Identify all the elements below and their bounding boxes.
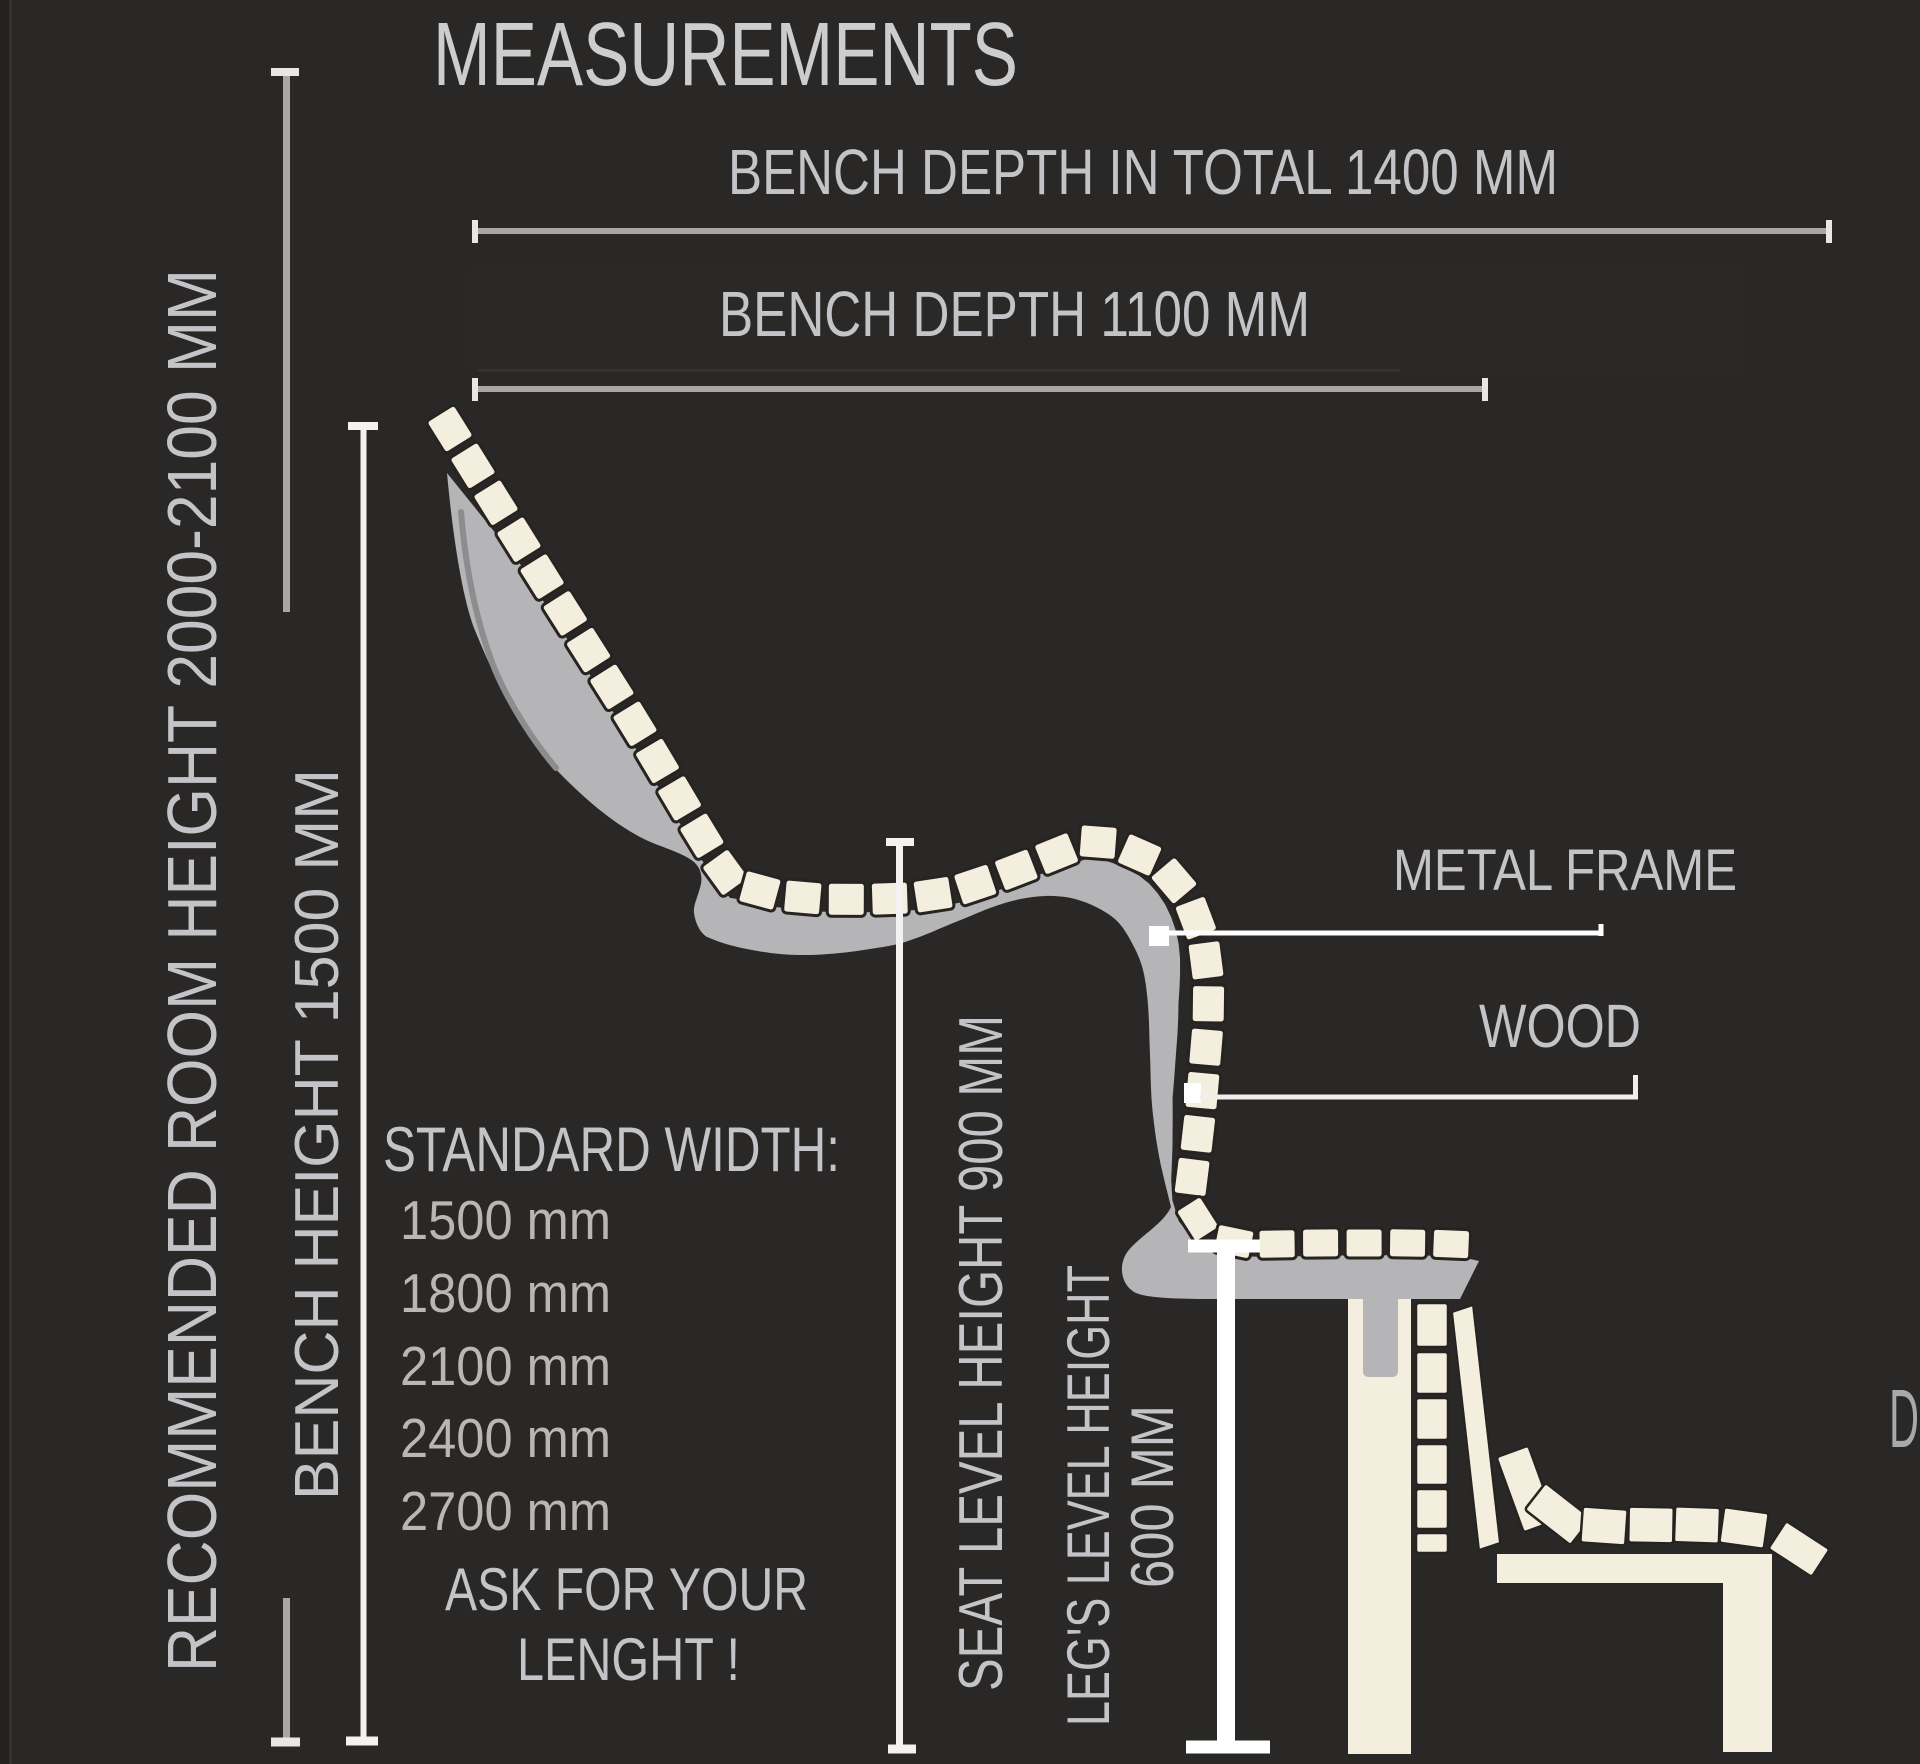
svg-text:2700 mm: 2700 mm — [400, 1480, 611, 1542]
svg-text:1800 mm: 1800 mm — [400, 1262, 611, 1324]
svg-text:LENGHT !: LENGHT ! — [517, 1626, 740, 1693]
svg-text:SEAT LEVEL HEIGHT 900 MM: SEAT LEVEL HEIGHT 900 MM — [947, 1015, 1016, 1691]
svg-text:LEG'S LEVEL HEIGHT: LEG'S LEVEL HEIGHT — [1055, 1265, 1122, 1726]
svg-text:BENCH DEPTH 1100 MM: BENCH DEPTH 1100 MM — [719, 278, 1310, 350]
svg-text:BENCH HEIGHT 1500 MM: BENCH HEIGHT 1500 MM — [283, 769, 352, 1500]
svg-text:METAL FRAME: METAL FRAME — [1393, 838, 1737, 903]
svg-text:ASK FOR YOUR: ASK FOR YOUR — [445, 1556, 808, 1623]
svg-text:WOOD: WOOD — [1479, 992, 1641, 1060]
svg-text:STANDARD WIDTH:: STANDARD WIDTH: — [383, 1115, 840, 1185]
svg-text:600 MM: 600 MM — [1119, 1405, 1186, 1588]
svg-text:2400 mm: 2400 mm — [400, 1407, 611, 1469]
svg-text:BENCH DEPTH IN TOTAL 1400 MM: BENCH DEPTH IN TOTAL 1400 MM — [728, 136, 1558, 208]
svg-text:2100 mm: 2100 mm — [400, 1335, 611, 1397]
svg-text:RECOMMENDED ROOM HEIGHT 2000-2: RECOMMENDED ROOM HEIGHT 2000-2100 MM — [153, 269, 231, 1672]
svg-text:MEASUREMENTS: MEASUREMENTS — [433, 5, 1018, 105]
svg-text:D: D — [1889, 1372, 1919, 1465]
svg-text:1500 mm: 1500 mm — [400, 1189, 611, 1251]
